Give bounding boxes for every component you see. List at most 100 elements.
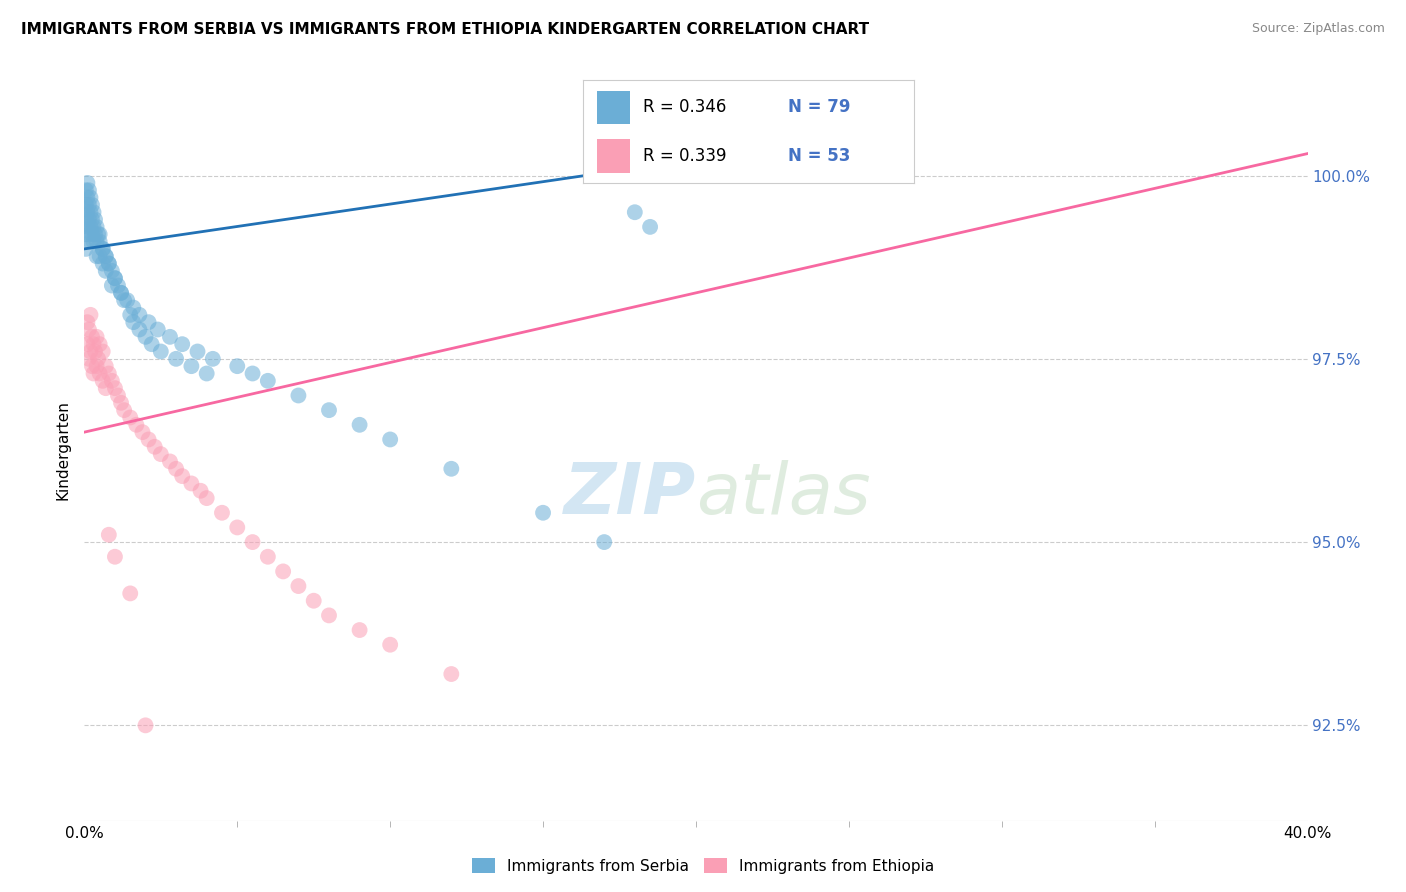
Point [135, 330, 157, 344]
Point [76, 176, 98, 190]
Point [271, 565, 294, 579]
Point [79, 219, 101, 234]
Point [120, 308, 142, 322]
Text: R = 0.339: R = 0.339 [643, 146, 727, 165]
Point [149, 447, 172, 461]
Point [122, 301, 145, 315]
Point [77, 351, 100, 366]
Point [91, 256, 114, 270]
Point [257, 549, 280, 564]
Point [80, 330, 103, 344]
Legend: Immigrants from Serbia, Immigrants from Ethiopia: Immigrants from Serbia, Immigrants from … [465, 852, 941, 880]
Point [75, 212, 97, 227]
Point [146, 322, 169, 336]
Point [84, 227, 107, 242]
Point [94, 249, 117, 263]
Point [77, 198, 100, 212]
Bar [596, 91, 630, 124]
Point [180, 476, 202, 491]
Point [131, 425, 153, 439]
Point [440, 667, 463, 681]
Point [149, 344, 172, 359]
Point [89, 367, 111, 381]
Point [97, 367, 120, 381]
Point [141, 337, 163, 351]
Point [112, 293, 135, 308]
Point [84, 212, 107, 227]
Point [318, 608, 340, 623]
Point [138, 433, 160, 447]
Point [94, 359, 117, 373]
Point [107, 388, 129, 402]
Point [242, 367, 264, 381]
Point [107, 278, 129, 293]
Point [75, 227, 97, 242]
Point [104, 381, 127, 395]
Point [380, 433, 402, 447]
Point [172, 469, 194, 483]
Point [76, 219, 98, 234]
Point [115, 293, 138, 308]
Point [302, 593, 325, 607]
Point [94, 264, 117, 278]
Point [257, 374, 280, 388]
Point [104, 271, 127, 285]
Point [349, 623, 371, 637]
Point [440, 462, 463, 476]
Point [80, 198, 103, 212]
Point [77, 227, 100, 242]
Point [83, 235, 105, 249]
Point [211, 506, 233, 520]
Point [287, 579, 309, 593]
Point [143, 440, 166, 454]
Point [94, 249, 117, 263]
Point [97, 256, 120, 270]
Point [101, 264, 124, 278]
Point [195, 491, 218, 505]
Point [79, 205, 101, 219]
Point [86, 219, 108, 234]
Point [654, 169, 676, 183]
Point [101, 374, 124, 388]
Point [86, 235, 108, 249]
Point [91, 242, 114, 256]
Point [195, 367, 218, 381]
Point [87, 351, 110, 366]
Point [135, 718, 157, 732]
Point [87, 227, 110, 242]
Point [624, 205, 647, 219]
Point [226, 520, 249, 534]
Point [76, 190, 98, 204]
Point [76, 315, 98, 329]
Point [91, 374, 114, 388]
Point [77, 322, 100, 336]
Text: ZIP: ZIP [564, 460, 696, 529]
Point [287, 388, 309, 402]
Point [172, 337, 194, 351]
Point [165, 462, 187, 476]
Point [89, 337, 111, 351]
Point [120, 410, 142, 425]
Point [91, 344, 114, 359]
Point [86, 359, 108, 373]
Point [79, 344, 101, 359]
Point [89, 235, 111, 249]
Point [84, 344, 107, 359]
Text: Source: ZipAtlas.com: Source: ZipAtlas.com [1251, 22, 1385, 36]
Point [242, 535, 264, 549]
Y-axis label: Kindergarten: Kindergarten [55, 401, 70, 500]
Point [86, 249, 108, 263]
Point [97, 528, 120, 542]
Point [104, 271, 127, 285]
Point [89, 227, 111, 242]
Point [638, 219, 661, 234]
Point [159, 330, 181, 344]
Point [380, 638, 402, 652]
Point [165, 351, 187, 366]
Point [77, 183, 100, 197]
Point [76, 337, 98, 351]
Point [79, 190, 101, 204]
Point [75, 242, 97, 256]
Point [112, 403, 135, 417]
Point [101, 278, 124, 293]
